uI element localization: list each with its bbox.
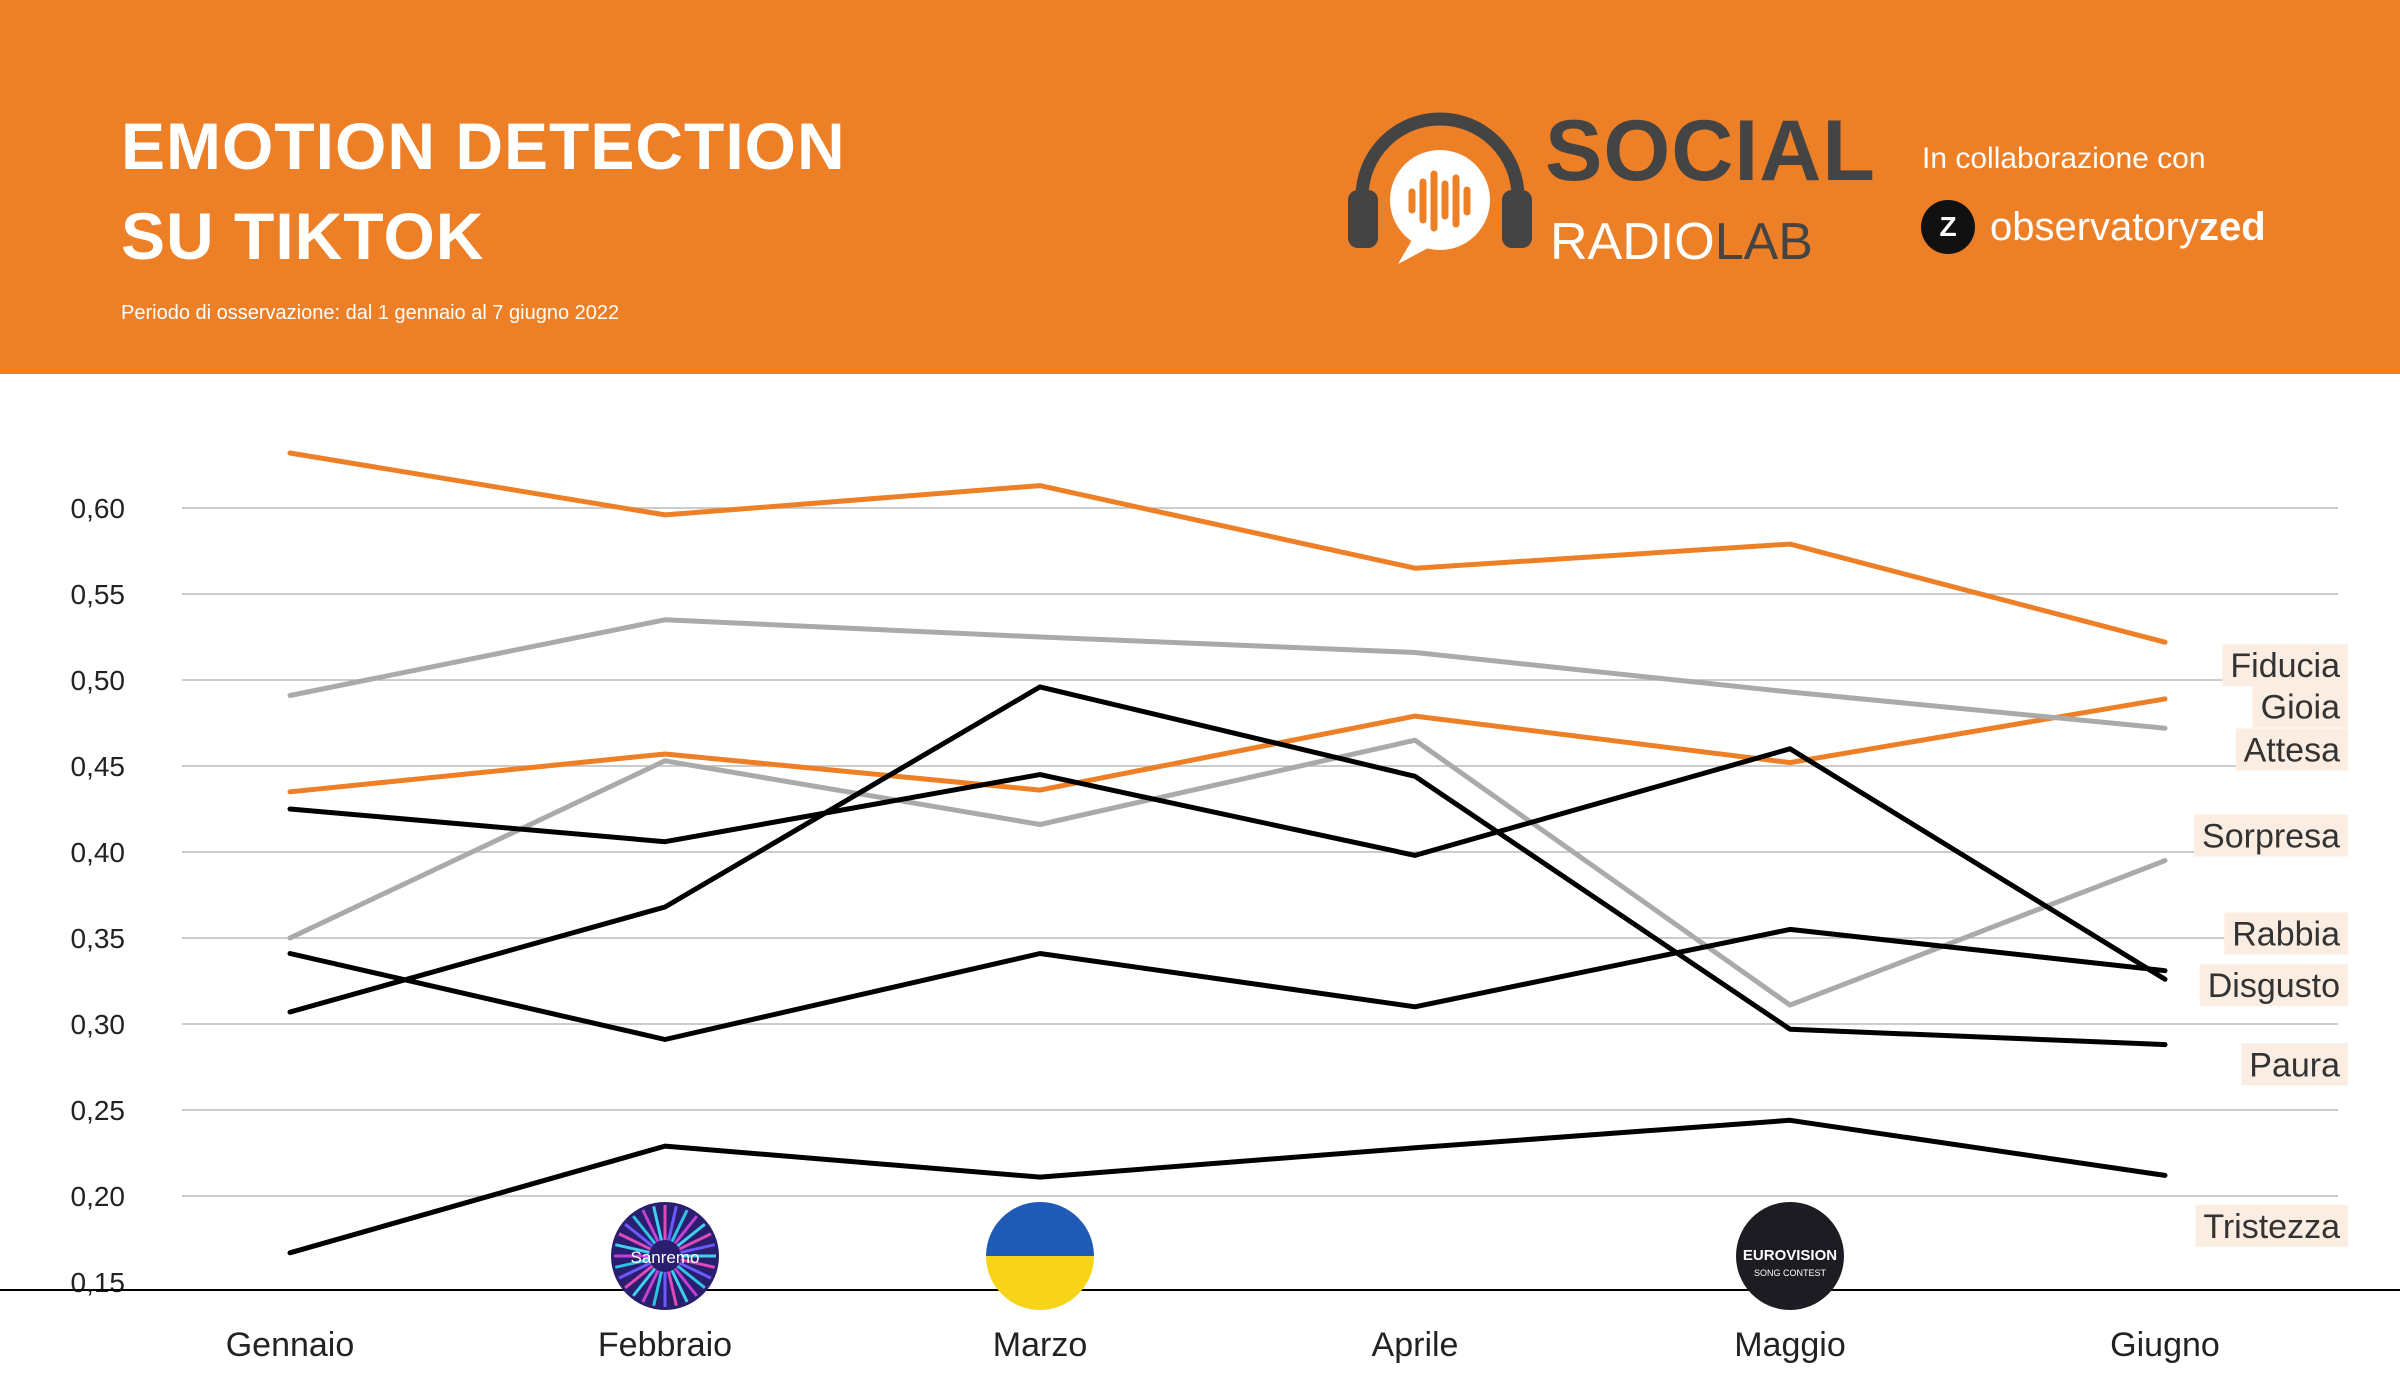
- sanremo-icon: Sanremo: [611, 1202, 719, 1310]
- sanremo-label: Sanremo: [631, 1248, 700, 1267]
- series-label-text: Tristezza: [2203, 1208, 2340, 1246]
- eurovision-icon: EUROVISION SONG CONTEST: [1736, 1202, 1844, 1310]
- series-labels: Fiducia Gioia Attesa Sorpresa Rabbia Disgusto…: [2194, 644, 2348, 1247]
- series-label-text: Sorpresa: [2202, 818, 2340, 856]
- header-banner: EMOTION DETECTION SU TIKTOK Periodo di o…: [0, 0, 2400, 374]
- y-tick-label: 0,25: [71, 1095, 126, 1126]
- collaboration-label: In collaborazione con: [1922, 142, 2206, 175]
- series-label-tristezza: Tristezza: [2195, 1204, 2348, 1247]
- partner-name-bold: zed: [2198, 205, 2266, 249]
- x-tick-label: Marzo: [993, 1326, 1087, 1364]
- series-line-attesa: [287, 617, 2168, 731]
- series-line-disgusto: [287, 746, 2168, 982]
- series-label-sorpresa: Sorpresa: [2194, 814, 2348, 857]
- x-tick-label: Gennaio: [226, 1326, 355, 1364]
- series-label-text: Paura: [2249, 1046, 2340, 1084]
- series-label-text: Disgusto: [2208, 967, 2340, 1005]
- y-tick-label: 0,30: [71, 1009, 126, 1040]
- series-label-bg: [2195, 1204, 2348, 1247]
- series-label-bg: [2252, 685, 2348, 728]
- series-label-bg: [2194, 814, 2348, 857]
- eurovision-label: EUROVISION: [1743, 1247, 1837, 1264]
- eurovision-sublabel: SONG CONTEST: [1754, 1268, 1827, 1278]
- series-label-rabbia: Rabbia: [2224, 912, 2348, 955]
- series-label-bg: [2235, 728, 2348, 771]
- partner-name: observatoryzed: [1990, 200, 2266, 254]
- brand-lab: LAB: [1714, 213, 1813, 271]
- series-label-bg: [2222, 644, 2348, 687]
- x-tick-label: Febbraio: [598, 1326, 732, 1364]
- series-label-fiducia: Fiducia: [2222, 644, 2348, 687]
- series-label-bg: [2241, 1043, 2348, 1086]
- series-line-sorpresa: [287, 737, 2168, 1008]
- x-axis-ticks: Gennaio Febbraio Marzo Aprile Maggio Giugno: [226, 1326, 2220, 1364]
- ukraine-flag-icon: [986, 1202, 1094, 1310]
- series-line-rabbia: [287, 684, 2168, 1048]
- x-tick-label: Giugno: [2110, 1326, 2220, 1364]
- page-title-line2: SU TIKTOK: [121, 199, 485, 273]
- series-label-text: Gioia: [2261, 689, 2340, 727]
- series-lines: [287, 450, 2168, 1256]
- observatoryzed-logo-icon: Z: [1921, 200, 1975, 254]
- y-tick-label: 0,60: [71, 493, 126, 524]
- series-line-tristezza: [287, 1117, 2168, 1256]
- series-line-fiducia: [287, 450, 2168, 645]
- series-line-paura: [287, 926, 2168, 1042]
- series-label-bg: [2224, 912, 2348, 955]
- page-title: EMOTION DETECTION: [121, 109, 846, 183]
- brand-social: SOCIAL: [1545, 103, 1876, 199]
- series-label-text: Fiducia: [2230, 647, 2340, 685]
- event-icons: Sanremo EUROVISION SONG CONTEST: [611, 1202, 1844, 1310]
- y-tick-label: 0,40: [71, 837, 126, 868]
- y-tick-label: 0,50: [71, 665, 126, 696]
- page-subtitle: Periodo di osservazione: dal 1 gennaio a…: [121, 302, 620, 324]
- y-tick-label: 0,45: [71, 751, 126, 782]
- y-axis-ticks: 0,15 0,20 0,25 0,30 0,35 0,40 0,45 0,50 0,55 0,60: [71, 493, 126, 1298]
- series-label-gioia: Gioia: [2252, 685, 2348, 728]
- x-tick-label: Aprile: [1372, 1326, 1459, 1364]
- partner-name-light: observatory: [1990, 205, 2199, 249]
- y-tick-label: 0,15: [71, 1267, 126, 1298]
- series-label-attesa: Attesa: [2235, 728, 2348, 771]
- grid-lines: [182, 507, 2338, 1197]
- x-tick-label: Maggio: [1734, 1326, 1846, 1364]
- headphones-logo-icon: [1348, 112, 1532, 264]
- y-tick-label: 0,35: [71, 923, 126, 954]
- series-label-bg: [2199, 964, 2348, 1007]
- brand-radiolab: RADIOLAB: [1550, 216, 1813, 268]
- series-label-disgusto: Disgusto: [2199, 964, 2348, 1007]
- series-label-text: Rabbia: [2232, 916, 2340, 954]
- series-line-gioia: [287, 696, 2168, 795]
- brand-radio: RADIO: [1550, 213, 1715, 271]
- y-tick-label: 0,55: [71, 579, 126, 610]
- series-label-paura: Paura: [2241, 1043, 2348, 1086]
- series-label-text: Attesa: [2244, 732, 2340, 770]
- y-tick-label: 0,20: [71, 1181, 126, 1212]
- emotion-line-chart: 0,15 0,20 0,25 0,30 0,35 0,40 0,45 0,50 0,55 0,60…: [0, 450, 2400, 1364]
